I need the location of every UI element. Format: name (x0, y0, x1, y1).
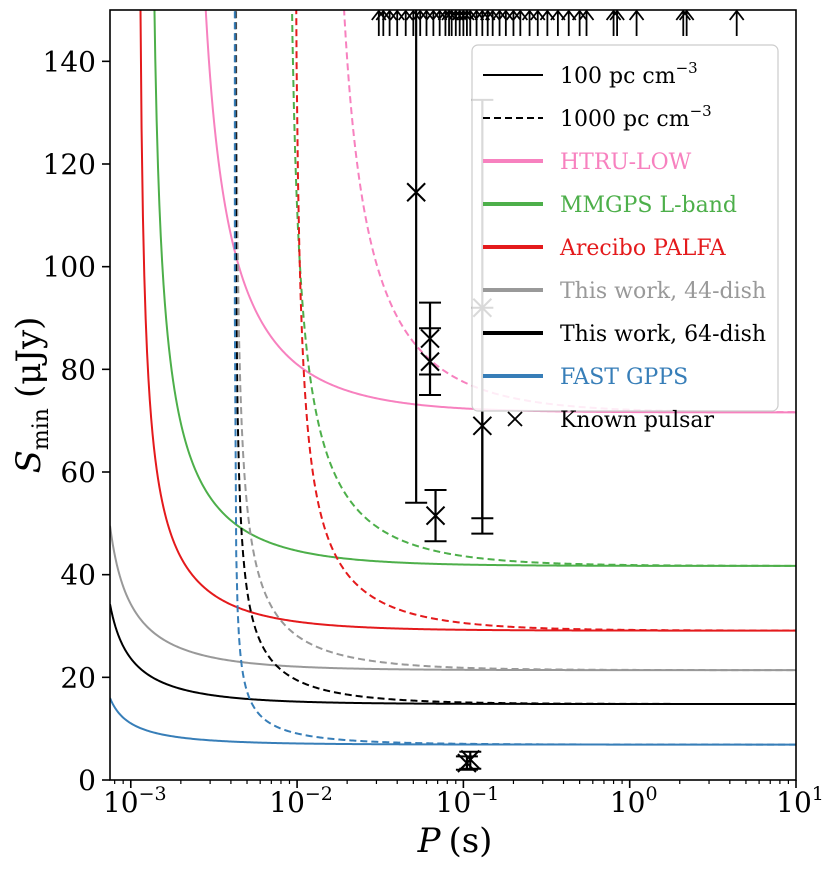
upper-arrow-17 (462, 9, 478, 36)
upper-arrow-18 (468, 9, 485, 36)
x-axis-unit: (s) (448, 821, 492, 861)
y-axis-var: S (9, 450, 49, 473)
legend-box (471, 44, 779, 412)
upper-arrow-6 (412, 9, 428, 36)
x-tick-label-0: 10−3 (103, 783, 167, 819)
y-axis-ticks: 0 20 40 60 80 100 120 140 (43, 45, 110, 797)
upper-arrow-38 (728, 9, 745, 36)
upper-arrow-29 (550, 9, 566, 36)
legend-label: HTRU-LOW (560, 150, 692, 175)
y-tick-label-4: 80 (60, 353, 96, 386)
x-tick-label-3: 100 (610, 783, 658, 819)
upper-arrow-24 (505, 9, 522, 36)
pulsar-marker (420, 351, 440, 372)
pulsar-marker (406, 182, 426, 202)
curve-5-dashed (233, 10, 796, 746)
curve-3-dashed (235, 10, 796, 672)
upper-arrow-32 (578, 9, 595, 36)
upper-arrow-22 (491, 9, 508, 36)
legend-entry-2: HTRU-LOW (483, 150, 692, 175)
x-tick-label-4: 101 (776, 783, 824, 819)
pulsar-2 (419, 327, 442, 396)
y-axis-label: Smin (μJy) (9, 317, 54, 474)
upper-arrow-2 (381, 9, 398, 36)
curve-4-solid (110, 603, 796, 706)
pulsar-0 (405, 10, 428, 504)
curve-0-solid (204, 10, 796, 414)
legend: 100 pc cm−3 1000 pc cm−3 HTRU-LOW MMGPS L-b… (471, 44, 779, 433)
y-tick-label-2: 40 (60, 559, 96, 592)
x-tick-label-1: 10−2 (269, 783, 333, 819)
upper-arrow-7 (418, 9, 435, 36)
legend-label: 1000 pc cm−3 (560, 102, 712, 132)
upper-arrow-5 (405, 9, 422, 36)
upper-arrow-37 (678, 9, 695, 36)
curve-1-solid (153, 10, 796, 567)
legend-label: This work, 44-dish (560, 279, 766, 304)
legend-label: 100 pc cm−3 (560, 59, 698, 89)
plot-frame (109, 9, 797, 781)
upper-limit-arrows (371, 9, 745, 36)
x-axis-label: P (s) (417, 821, 493, 861)
legend-entry-4: Arecibo PALFA (483, 236, 727, 261)
x-axis-var: P (417, 821, 442, 861)
legend-entry-1: 1000 pc cm−3 (483, 102, 712, 132)
upper-arrow-4 (398, 9, 414, 36)
upper-arrow-28 (539, 9, 556, 36)
pulsar-3 (424, 488, 447, 543)
y-tick-label-0: 0 (78, 764, 96, 797)
y-tick-label-6: 120 (43, 148, 96, 181)
y-tick-label-1: 20 (60, 661, 96, 694)
x-axis-ticks: 10−3 10−2 10−1 100 101 (103, 780, 824, 819)
upper-arrow-8 (425, 9, 442, 36)
x-tick-label-2: 10−1 (436, 783, 500, 819)
upper-arrow-35 (628, 9, 645, 36)
legend-label: FAST GPPS (560, 365, 688, 390)
pulsar-7 (455, 753, 478, 773)
legend-label: Arecibo PALFA (559, 236, 727, 261)
pulsar-marker (472, 416, 493, 436)
legend-label: MMGPS L-band (560, 193, 737, 218)
upper-arrow-30 (561, 9, 577, 36)
legend-entry-7: FAST GPPS (483, 365, 688, 390)
legend-label: Known pulsar (560, 408, 715, 433)
curve-2-solid (139, 10, 796, 632)
pulsar-marker (457, 753, 477, 773)
legend-entry-3: MMGPS L-band (483, 193, 737, 218)
legend-label: This work, 64-dish (560, 322, 766, 347)
pulsar-marker (425, 505, 446, 526)
upper-arrow-34 (609, 9, 625, 36)
upper-arrow-1 (375, 9, 392, 36)
upper-arrow-31 (571, 9, 588, 36)
legend-marker (507, 411, 523, 427)
upper-arrow-26 (521, 9, 538, 36)
y-axis-sub: min (29, 408, 54, 450)
upper-arrow-23 (498, 9, 514, 36)
legend-entry-6: This work, 64-dish (483, 322, 766, 347)
legend-entry-5: This work, 44-dish (483, 279, 766, 304)
curve-2-dashed (295, 10, 796, 632)
upper-arrow-21 (484, 9, 501, 36)
y-tick-label-5: 100 (43, 251, 96, 284)
legend-entry-8: Known pulsar (507, 408, 715, 433)
y-tick-label-3: 60 (60, 456, 96, 489)
legend-entry-0: 100 pc cm−3 (483, 59, 698, 89)
y-axis-unit: (μJy) (9, 317, 49, 398)
y-tick-label-7: 140 (43, 45, 96, 78)
